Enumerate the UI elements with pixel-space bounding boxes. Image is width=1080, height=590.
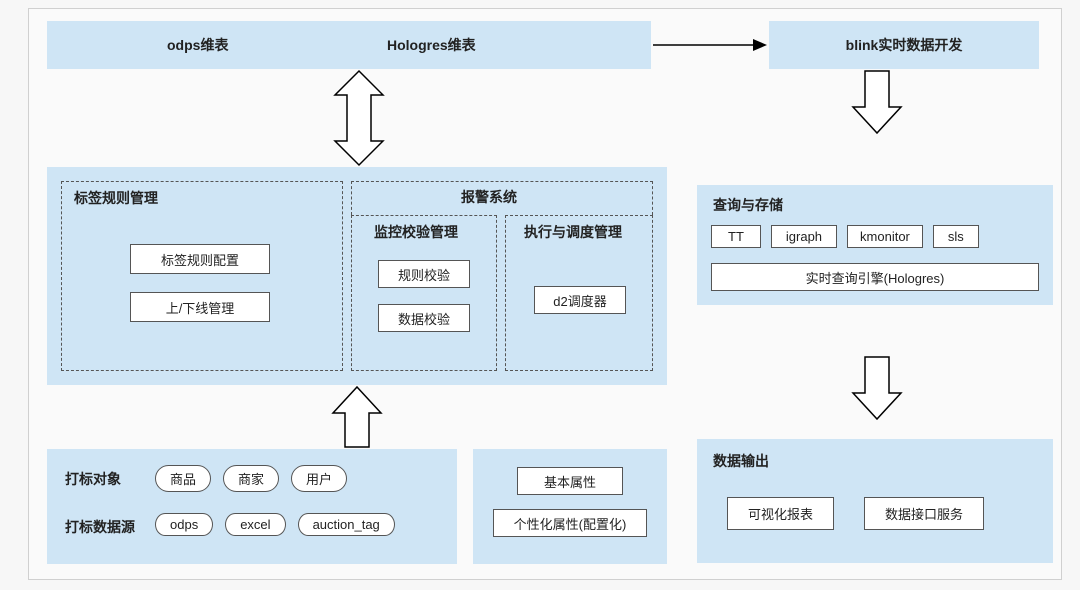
target-merchant: 商家 [223, 465, 279, 492]
basic-attr-box: 基本属性 [517, 467, 623, 495]
output-title: 数据输出 [713, 451, 769, 471]
alarm-title: 报警系统 [461, 187, 517, 207]
online-mgmt-label: 上/下线管理 [166, 298, 235, 317]
d2-label: d2调度器 [553, 291, 606, 310]
arrow-bidir-vertical [329, 71, 389, 165]
exec-title: 执行与调度管理 [524, 222, 622, 242]
blink-block: blink实时数据开发 [769, 21, 1039, 69]
rule-config-label: 标签规则配置 [161, 250, 239, 269]
rule-check-box: 规则校验 [378, 260, 470, 288]
api-box: 数据接口服务 [864, 497, 984, 530]
arrow-dim-to-blink [653, 35, 767, 55]
source-auction: auction_tag [298, 513, 395, 536]
target-user: 用户 [291, 465, 347, 492]
attrs-block: 基本属性 个性化属性(配置化) [473, 449, 667, 564]
odps-dim-label: odps维表 [167, 35, 228, 55]
viz-label: 可视化报表 [748, 504, 813, 523]
output-block: 数据输出 可视化报表 数据接口服务 [697, 439, 1053, 563]
target-label: 打标对象 [65, 469, 121, 489]
engine-label: 实时查询引擎(Hologres) [806, 268, 945, 287]
exec-box: 执行与调度管理 d2调度器 [505, 215, 653, 371]
rule-mgmt-title: 标签规则管理 [74, 188, 158, 208]
igraph-box: igraph [771, 225, 837, 248]
api-label: 数据接口服务 [885, 504, 963, 523]
monitor-box: 监控校验管理 规则校验 数据校验 [351, 215, 497, 371]
basic-attr-label: 基本属性 [544, 472, 596, 491]
source-odps: odps [155, 513, 213, 536]
rule-config-box: 标签规则配置 [130, 244, 270, 274]
source-excel: excel [225, 513, 285, 536]
arrow-blink-to-query [849, 71, 905, 133]
custom-attr-box: 个性化属性(配置化) [493, 509, 647, 537]
dim-tables-block: odps维表 Hologres维表 [47, 21, 651, 69]
target-product: 商品 [155, 465, 211, 492]
diagram-canvas: odps维表 Hologres维表 blink实时数据开发 标签规则管理 标签规… [28, 8, 1062, 580]
monitor-title: 监控校验管理 [374, 222, 458, 242]
query-title: 查询与存储 [713, 195, 783, 215]
engine-box: 实时查询引擎(Hologres) [711, 263, 1039, 291]
management-block: 标签规则管理 标签规则配置 上/下线管理 报警系统 监控校验管理 规则校验 数据… [47, 167, 667, 385]
blink-label: blink实时数据开发 [846, 35, 963, 55]
online-mgmt-box: 上/下线管理 [130, 292, 270, 322]
rule-check-label: 规则校验 [398, 265, 450, 284]
d2-box: d2调度器 [534, 286, 626, 314]
query-block: 查询与存储 TT igraph kmonitor sls 实时查询引擎(Holo… [697, 185, 1053, 305]
rule-mgmt-box: 标签规则管理 标签规则配置 上/下线管理 [61, 181, 343, 371]
arrow-up-tags [329, 387, 385, 447]
tag-block: 打标对象 商品 商家 用户 打标数据源 odps excel auction_t… [47, 449, 457, 564]
tt-box: TT [711, 225, 761, 248]
sls-box: sls [933, 225, 979, 248]
custom-attr-label: 个性化属性(配置化) [514, 514, 627, 533]
data-check-label: 数据校验 [398, 309, 450, 328]
viz-box: 可视化报表 [727, 497, 834, 530]
arrow-query-to-output [849, 357, 905, 419]
data-check-box: 数据校验 [378, 304, 470, 332]
source-label: 打标数据源 [65, 517, 135, 537]
kmonitor-box: kmonitor [847, 225, 923, 248]
hologres-dim-label: Hologres维表 [387, 35, 476, 55]
